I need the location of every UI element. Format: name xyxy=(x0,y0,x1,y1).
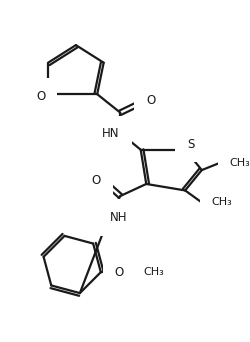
Text: CH₃: CH₃ xyxy=(230,158,250,168)
Text: HN: HN xyxy=(102,128,120,141)
Text: O: O xyxy=(115,266,124,279)
Text: O: O xyxy=(92,174,101,187)
Text: NH: NH xyxy=(110,211,127,224)
Text: CH₃: CH₃ xyxy=(211,197,232,208)
Text: CH₃: CH₃ xyxy=(144,267,164,277)
Text: O: O xyxy=(36,90,45,103)
Text: O: O xyxy=(146,94,156,107)
Text: S: S xyxy=(187,138,194,151)
